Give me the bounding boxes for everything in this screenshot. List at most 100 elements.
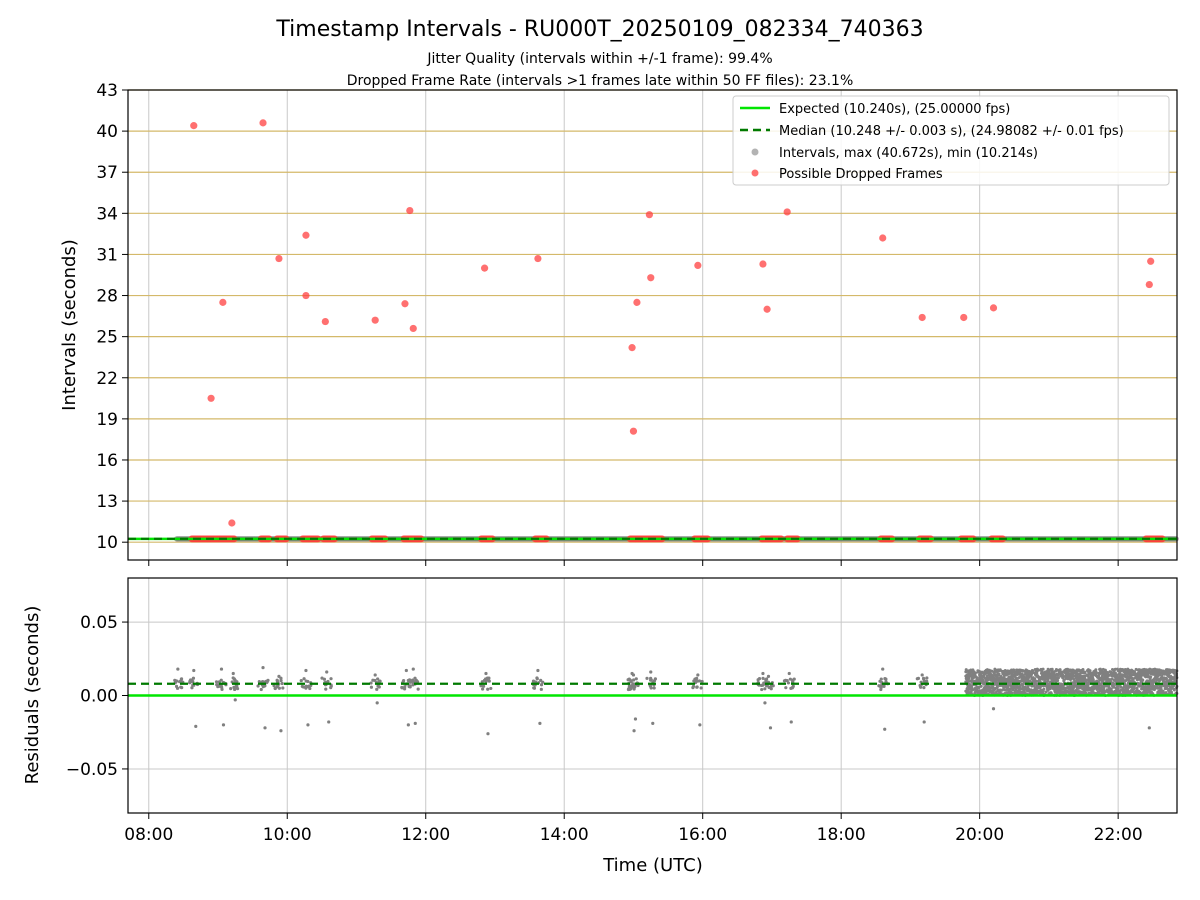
top-y-tick-label: 10 bbox=[96, 533, 118, 553]
residual-point bbox=[174, 684, 179, 688]
residual-point bbox=[536, 668, 540, 673]
residual-point bbox=[260, 680, 265, 684]
residual-point bbox=[484, 677, 488, 681]
residual-point bbox=[997, 672, 1001, 676]
residual-point bbox=[299, 678, 303, 683]
residual-point bbox=[406, 723, 410, 727]
residual-point bbox=[1028, 679, 1032, 683]
legend-dropped-swatch bbox=[751, 169, 759, 177]
residual-point bbox=[487, 679, 491, 683]
residual-point bbox=[179, 685, 183, 689]
residual-point bbox=[1056, 679, 1060, 683]
residual-point bbox=[304, 686, 308, 690]
dropped-frame-point bbox=[371, 316, 379, 324]
residual-point bbox=[416, 687, 420, 691]
residual-point bbox=[408, 685, 412, 689]
residual-point bbox=[883, 727, 887, 731]
residual-point bbox=[277, 686, 281, 690]
residual-point bbox=[484, 671, 488, 676]
residual-point bbox=[1035, 671, 1039, 675]
residual-point bbox=[759, 683, 763, 688]
residual-point bbox=[787, 671, 791, 676]
legend-median-label: Median (10.248 +/- 0.003 s), (24.98082 +… bbox=[779, 124, 1124, 139]
top-y-axis-label: Intervals (seconds) bbox=[59, 239, 80, 411]
residual-point bbox=[784, 686, 788, 690]
dropped-frame-point bbox=[1147, 257, 1155, 265]
residual-point bbox=[967, 677, 971, 681]
intervals-panel: 10 13 16 19 22 25 28 31 34 37 40 43 bbox=[96, 81, 1179, 566]
residual-point bbox=[1138, 690, 1142, 694]
residual-point bbox=[628, 678, 632, 682]
dropped-frame-point bbox=[219, 298, 227, 306]
residual-point bbox=[973, 671, 977, 675]
residual-point bbox=[700, 679, 704, 684]
residual-point bbox=[1111, 682, 1115, 686]
residual-point bbox=[698, 723, 702, 727]
dropped-frame-point bbox=[409, 324, 417, 333]
residual-point bbox=[1145, 691, 1149, 695]
residual-point bbox=[304, 668, 308, 673]
bottom-x-tick-label: 14:00 bbox=[540, 825, 589, 845]
residual-point bbox=[404, 668, 408, 673]
residual-point bbox=[408, 680, 413, 684]
residual-point bbox=[764, 678, 768, 682]
residual-point bbox=[1135, 686, 1139, 690]
residual-point bbox=[925, 679, 929, 683]
residual-point bbox=[1091, 678, 1095, 682]
residual-point bbox=[1149, 675, 1153, 679]
residual-point bbox=[541, 680, 545, 684]
residual-point bbox=[256, 684, 260, 688]
residual-point bbox=[919, 685, 923, 689]
residual-point bbox=[189, 679, 193, 684]
residual-point bbox=[322, 677, 327, 681]
residual-point bbox=[221, 723, 226, 727]
bottom-y-tick-label: 0.05 bbox=[80, 613, 118, 633]
residual-point bbox=[649, 670, 653, 674]
residual-point bbox=[306, 723, 310, 727]
residual-point bbox=[231, 671, 235, 676]
residual-point bbox=[263, 726, 267, 730]
residuals-panel: 08:00 10:00 12:00 14:00 16:00 18:00 20:00 22:00… bbox=[66, 577, 1179, 845]
dropped-frame-point bbox=[763, 305, 771, 313]
residual-point bbox=[699, 686, 703, 690]
residual-point bbox=[1033, 677, 1037, 681]
residual-point bbox=[788, 677, 792, 681]
chart-title: Timestamp Intervals - RU000T_20250109_08… bbox=[275, 17, 923, 42]
bottom-x-tick-label: 16:00 bbox=[678, 825, 727, 845]
residual-point bbox=[229, 686, 233, 691]
residual-point bbox=[791, 684, 795, 688]
legend-expected-label: Expected (10.240s), (25.00000 fps) bbox=[779, 102, 1010, 117]
residual-point bbox=[300, 684, 304, 689]
residual-point bbox=[632, 729, 636, 733]
dropped-frame-point bbox=[783, 208, 791, 216]
residual-point bbox=[920, 673, 924, 677]
dropped-frame-point bbox=[989, 304, 998, 312]
top-y-tick-label: 40 bbox=[96, 122, 118, 142]
residual-point bbox=[629, 687, 633, 691]
residual-point bbox=[413, 676, 417, 680]
residual-point bbox=[1105, 670, 1109, 674]
residual-point bbox=[1172, 688, 1176, 692]
residual-point bbox=[789, 720, 793, 724]
residual-point bbox=[1007, 676, 1011, 680]
residual-point bbox=[649, 678, 653, 682]
bottom-x-tick-label: 18:00 bbox=[817, 825, 866, 845]
residual-point bbox=[378, 679, 382, 683]
bottom-y-axis-label: Residuals (seconds) bbox=[22, 606, 43, 785]
residual-point bbox=[194, 724, 198, 728]
chart-subtitle-dropped: Dropped Frame Rate (intervals >1 frames … bbox=[347, 73, 854, 89]
residual-point bbox=[327, 720, 331, 724]
x-axis-label: Time (UTC) bbox=[602, 855, 703, 876]
residual-point bbox=[632, 678, 636, 682]
dropped-frame-point bbox=[302, 231, 310, 239]
residual-point bbox=[1036, 668, 1040, 672]
residual-point bbox=[277, 674, 281, 679]
residual-point bbox=[1086, 683, 1090, 687]
top-y-tick-label: 43 bbox=[96, 81, 118, 101]
legend-intervals-label: Intervals, max (40.672s), min (10.214s) bbox=[779, 146, 1038, 161]
residual-point bbox=[1094, 668, 1098, 672]
residual-point bbox=[1126, 688, 1130, 692]
residual-point bbox=[329, 684, 333, 688]
residual-point bbox=[219, 667, 224, 671]
residual-point bbox=[373, 673, 377, 677]
